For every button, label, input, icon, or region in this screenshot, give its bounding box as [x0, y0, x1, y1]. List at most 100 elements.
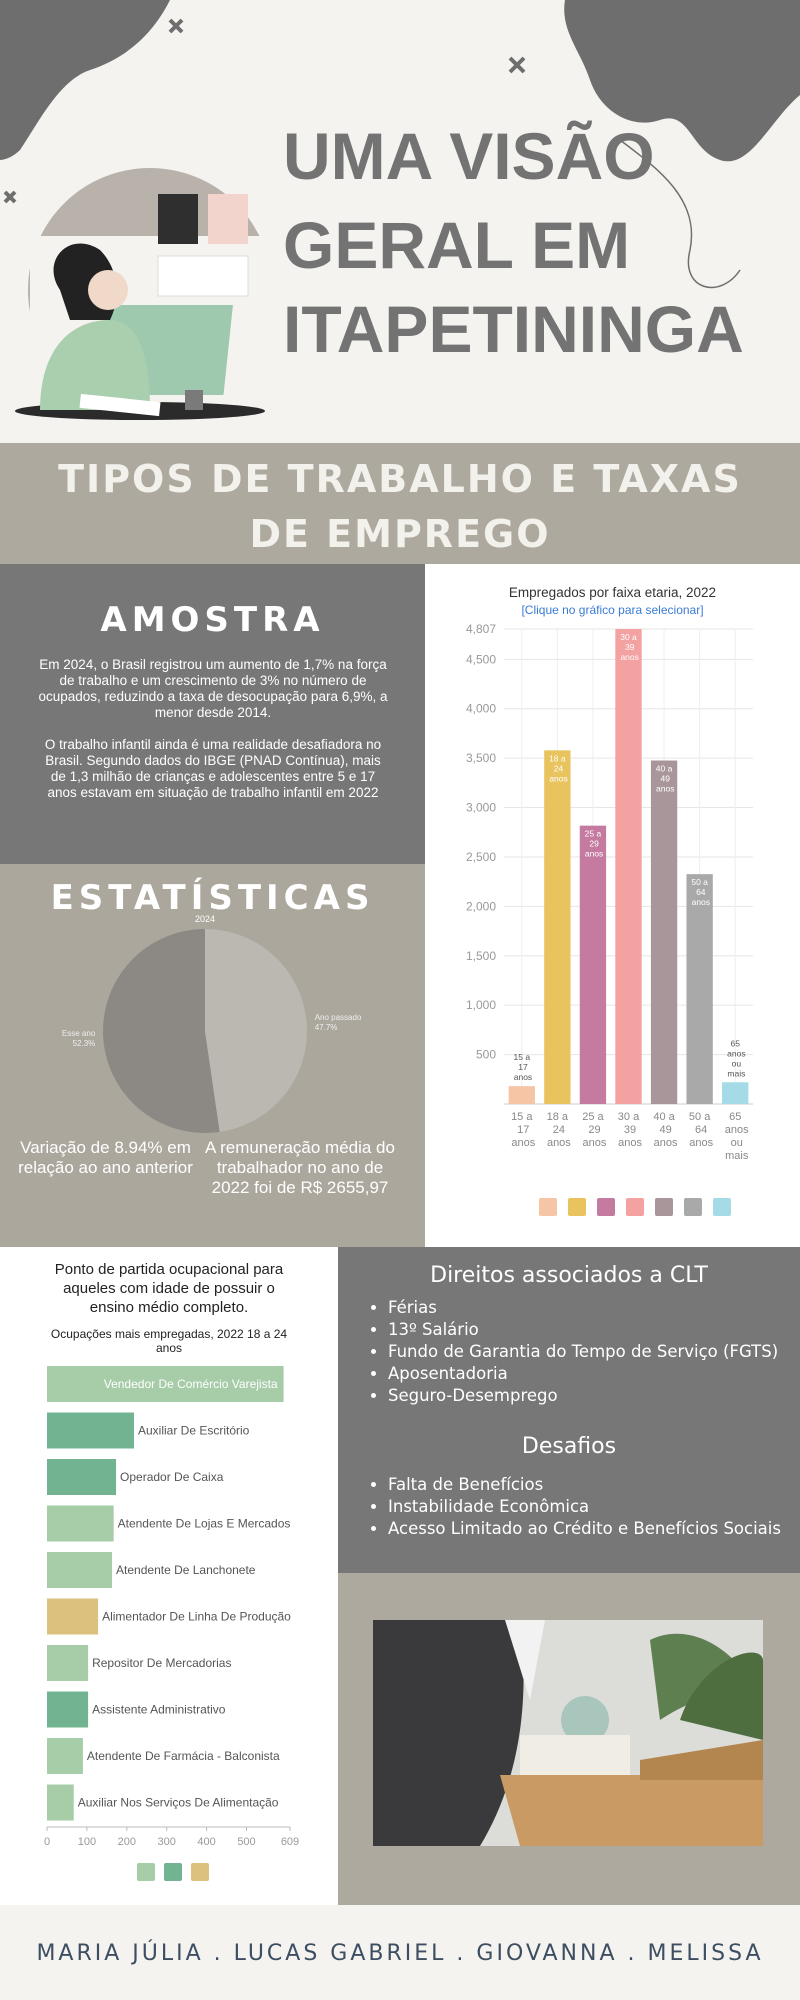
- x-tick-label: 200: [118, 1836, 136, 1848]
- age-chart-panel: [425, 564, 800, 1247]
- monitor-stand: [185, 390, 203, 410]
- bar-label: Atendente De Farmácia - Balconista: [87, 1749, 280, 1763]
- list-item: Férias: [388, 1297, 800, 1319]
- y-tick-label: 4,500: [466, 652, 496, 666]
- bar: [47, 1598, 99, 1635]
- photo: [373, 1620, 763, 1846]
- legend-swatch: [713, 1198, 731, 1216]
- paragraph: O trabalho infantil ainda é uma realidad…: [44, 737, 382, 800]
- list-title: Desafios: [521, 1434, 617, 1459]
- face: [88, 270, 128, 310]
- title-line: GERAL EM: [283, 208, 630, 282]
- blob: [564, 0, 800, 162]
- bar-label: Repositor De Mercadorias: [92, 1656, 231, 1670]
- bar: [47, 1459, 117, 1495]
- bar: [650, 760, 678, 1104]
- legend-swatch: [539, 1198, 557, 1216]
- pie-slice: [103, 929, 220, 1133]
- x-tick-label: 65 anos ou mais: [722, 1111, 749, 1162]
- bar-label: 18 a 24 anos: [547, 753, 568, 783]
- board: [158, 194, 198, 244]
- note: A remuneração média do trabalhador no an…: [205, 1138, 395, 1197]
- suit: [373, 1620, 524, 1846]
- legend-swatch: [684, 1198, 702, 1216]
- x-tick-label: 30 a 39 anos: [615, 1111, 642, 1149]
- x-tick-label: 300: [158, 1836, 176, 1848]
- x-tick-label: 18 a 24 anos: [544, 1111, 571, 1149]
- blob: [0, 0, 170, 160]
- footer: MARIA JÚLIA . LUCAS GABRIEL . GIOVANNA .…: [36, 1941, 764, 1966]
- x-marks: [3, 18, 790, 204]
- legend-swatch: [164, 1863, 182, 1881]
- header-decoration: [0, 0, 800, 420]
- bar-label: Auxiliar Nos Serviços De Alimentação: [78, 1796, 279, 1810]
- title-line: ITAPETININGA: [283, 292, 744, 366]
- y-tick-label: 2,500: [466, 850, 496, 864]
- list-item: Acesso Limitado ao Crédito e Benefícios …: [388, 1518, 800, 1540]
- x-tick-label: 50 a 64 anos: [686, 1111, 713, 1149]
- body: [40, 320, 150, 410]
- panel-title: ESTATÍSTICAS: [50, 878, 375, 918]
- plant: [650, 1633, 760, 1720]
- plant: [680, 1652, 763, 1740]
- list-item: Falta de Benefícios: [388, 1474, 800, 1496]
- intro: Ponto de partida ocupacional para aquele…: [54, 1261, 284, 1316]
- bar-label: Auxiliar De Escritório: [138, 1424, 250, 1438]
- y-tick-label: 3,500: [466, 751, 496, 765]
- list-item: Seguro-Desemprego: [388, 1385, 800, 1407]
- age-chart: 500 1,000 1,500 2,000 2,500 3,000 3,500 4,000 4,…: [466, 622, 753, 1216]
- pie-title: 2024: [195, 914, 215, 924]
- bar: [47, 1645, 89, 1681]
- bar: [579, 825, 607, 1104]
- bar-label: 50 a 64 anos: [689, 877, 710, 907]
- rights-panel: [338, 1247, 800, 1573]
- bar-label: Vendedor De Comércio Varejista: [104, 1377, 278, 1391]
- list-item: Aposentadoria: [388, 1363, 800, 1385]
- paper: [79, 393, 161, 417]
- y-tick-label: 1,000: [466, 998, 496, 1012]
- legend-swatch: [137, 1863, 155, 1881]
- x-tick-label: 100: [78, 1836, 96, 1848]
- bar: [508, 1086, 535, 1104]
- bar: [47, 1552, 113, 1588]
- bar: [47, 1784, 74, 1821]
- x-tick-label: 609: [281, 1836, 299, 1848]
- y-tick-label: 4,000: [466, 702, 496, 716]
- list-title: Direitos associados a CLT: [430, 1263, 708, 1288]
- list-item: Instabilidade Econômica: [388, 1496, 800, 1518]
- challenges-list: Falta de BenefíciosInstabilidade Econômi…: [360, 1474, 800, 1540]
- x-tick-label: 40 a 49 anos: [651, 1111, 678, 1149]
- bar: [47, 1738, 83, 1774]
- bar-label: 15 a 17 anos: [511, 1052, 532, 1082]
- x-tick-label: 0: [44, 1836, 50, 1848]
- curl: [619, 139, 741, 289]
- section-band: [0, 443, 800, 564]
- title-group: UMA VISÃO GERAL EM ITAPETININGA: [283, 119, 744, 366]
- slice-label: Ano passado: [315, 1013, 362, 1022]
- slice-label: Esse ano: [62, 1029, 96, 1038]
- bar-label: 25 a 29 anos: [583, 829, 604, 859]
- rights-list: Férias13º SalárioFundo de Garantia do Te…: [360, 1297, 800, 1407]
- bar-label: Atendente De Lojas E Mercados: [118, 1517, 291, 1531]
- y-tick-label: 3,000: [466, 801, 496, 815]
- bar-label: Alimentador De Linha De Produção: [102, 1610, 291, 1624]
- occupation-chart: 0 100 200 300 400 500 609 Vendedor De Comércio …: [44, 1366, 299, 1881]
- bar-label: Atendente De Lanchonete: [116, 1563, 256, 1577]
- bar: [47, 1505, 114, 1542]
- x-tick-label: 400: [197, 1836, 215, 1848]
- board: [157, 255, 249, 297]
- legend-swatch: [191, 1863, 209, 1881]
- bar-label: Assistente Administrativo: [92, 1703, 226, 1717]
- list-item: Fundo de Garantia do Tempo de Serviço (F…: [388, 1341, 800, 1363]
- section-title: TIPOS DE TRABALHO E TAXAS DE EMPREGO: [58, 457, 742, 556]
- board: [208, 194, 248, 244]
- chart-title: Ocupações mais empregadas, 2022 18 a 24 …: [50, 1327, 288, 1355]
- slice-value: 47.7%: [315, 1023, 338, 1032]
- bar-label: 40 a 49 anos: [654, 764, 675, 794]
- chart-subtitle[interactable]: [Clique no gráfico para selecionar]: [521, 603, 704, 617]
- list-item: 13º Salário: [388, 1319, 800, 1341]
- title-line: UMA VISÃO: [283, 119, 655, 193]
